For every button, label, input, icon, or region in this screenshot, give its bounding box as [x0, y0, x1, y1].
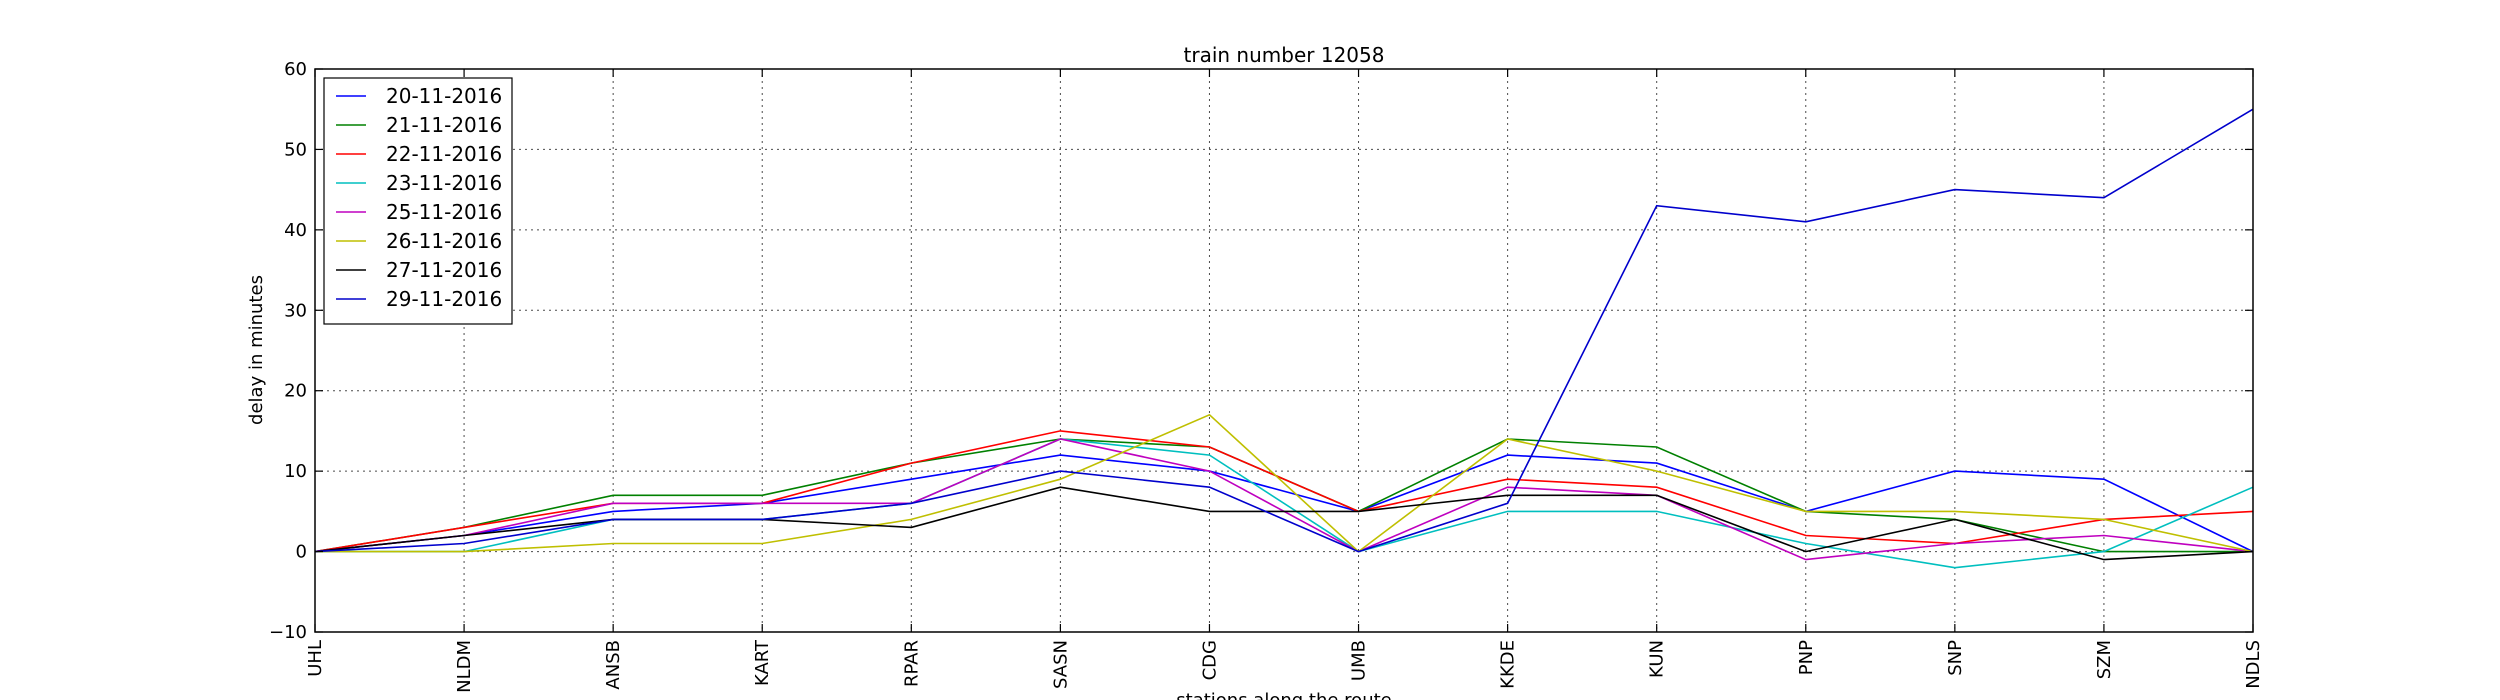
x-tick-label: KART — [752, 639, 773, 686]
y-tick-label: 60 — [284, 59, 307, 80]
x-tick-label: SNP — [1945, 640, 1966, 676]
legend-label: 22-11-2016 — [386, 142, 502, 166]
chart-title: train number 12058 — [1184, 43, 1385, 67]
x-tick-label: KUN — [1647, 640, 1668, 678]
y-axis-label: delay in minutes — [246, 275, 267, 425]
legend-label: 23-11-2016 — [386, 171, 502, 195]
x-tick-label: UHL — [305, 640, 326, 677]
x-tick-label: KKDE — [1498, 640, 1519, 689]
legend-label: 26-11-2016 — [386, 229, 502, 253]
legend-box — [323, 77, 513, 325]
y-tick-label: 30 — [284, 300, 307, 321]
series-line — [314, 108, 2254, 553]
legend-label: 21-11-2016 — [386, 113, 502, 137]
x-tick-label: CDG — [1199, 640, 1220, 680]
series-line — [314, 454, 2254, 553]
legend-label: 25-11-2016 — [386, 200, 502, 224]
legend-label: 27-11-2016 — [386, 258, 502, 282]
x-tick-label: NLDM — [454, 640, 475, 693]
x-tick-label: PNP — [1796, 640, 1817, 675]
y-tick-label: −10 — [269, 622, 307, 643]
grid-lines — [315, 69, 2253, 632]
x-tick-label: ANSB — [603, 640, 624, 690]
x-axis-label: stations along the route — [1176, 690, 1391, 700]
y-tick-label: 40 — [284, 220, 307, 241]
y-tick-label: 20 — [284, 381, 307, 402]
y-tick-label: 50 — [284, 139, 307, 160]
x-tick-label: SASN — [1050, 640, 1071, 689]
legend: 20-11-2016 21-11-2016 22-11-2016 23-11-2016… — [323, 77, 513, 325]
x-tick-label: RPAR — [901, 640, 922, 687]
axis-ticks — [314, 68, 2254, 633]
series-lines — [314, 108, 2254, 569]
series-line — [315, 413, 2254, 553]
x-tick-label: SZM — [2094, 640, 2115, 679]
legend-label: 20-11-2016 — [386, 84, 502, 108]
y-tick-label: 10 — [284, 461, 307, 482]
x-tick-label: UMB — [1349, 640, 1370, 681]
y-tick-label: 0 — [296, 542, 307, 563]
legend-label: 29-11-2016 — [386, 287, 502, 311]
x-tick-labels: UHL NLDM ANSB KART RPAR SASN CDG UMB KKDE KUN PNP S… — [305, 639, 2264, 693]
x-tick-label: NDLS — [2243, 640, 2264, 689]
y-tick-labels: −10 0 10 20 30 40 50 60 — [269, 59, 307, 643]
plot-frame — [314, 68, 2254, 633]
